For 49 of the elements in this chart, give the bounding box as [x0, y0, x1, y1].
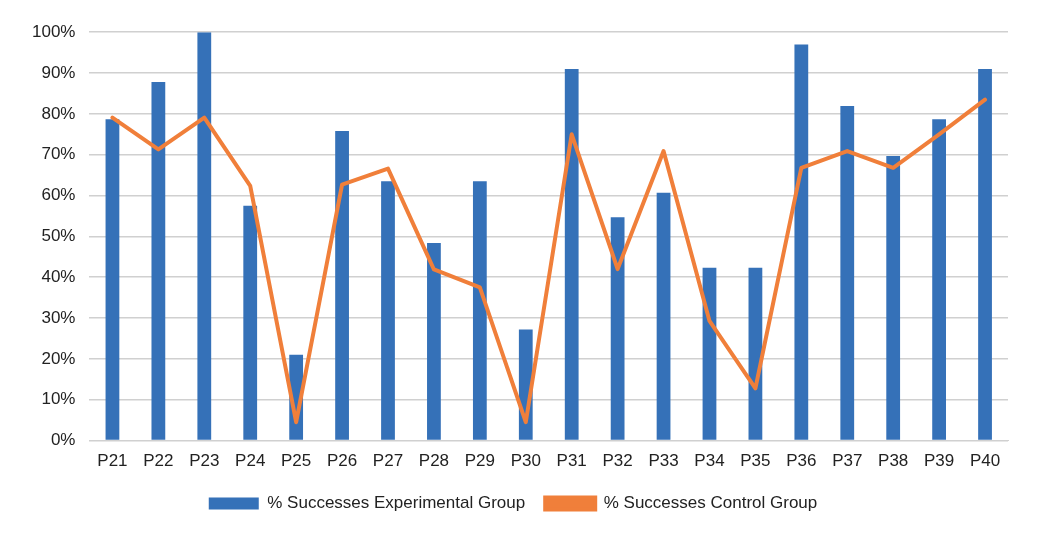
- bar: [151, 82, 166, 440]
- x-tick-label: P39: [923, 451, 955, 471]
- bar: [427, 242, 441, 440]
- x-tick-label: P36: [786, 451, 817, 471]
- x-tick-label: P21: [97, 451, 128, 471]
- y-tick-label: 50%: [41, 226, 76, 246]
- x-tick-label: P25: [281, 451, 312, 471]
- x-tick-label: P35: [740, 451, 771, 471]
- x-tick-label: P23: [189, 451, 220, 471]
- bar: [197, 32, 212, 440]
- x-tick-label: P32: [602, 451, 633, 471]
- x-tick-label: P38: [878, 451, 909, 471]
- x-tick-label: P40: [969, 451, 1001, 471]
- bar: [105, 119, 120, 440]
- y-tick-label: 80%: [41, 103, 76, 123]
- x-tick-label: P33: [648, 451, 679, 471]
- bar: [335, 131, 349, 440]
- bar: [472, 181, 487, 440]
- x-tick-label: P22: [143, 451, 174, 471]
- x-tick-label: P27: [372, 451, 404, 471]
- y-tick-label: 60%: [41, 185, 76, 205]
- y-tick-label: 70%: [41, 144, 76, 164]
- x-tick-label: P34: [694, 451, 725, 471]
- bar: [932, 119, 946, 440]
- bar: [610, 217, 625, 440]
- bar: [381, 181, 395, 440]
- y-tick-label: 30%: [41, 307, 76, 327]
- y-tick-label: 10%: [41, 389, 76, 409]
- bar: [840, 106, 855, 440]
- x-tick-label: P31: [556, 451, 587, 471]
- x-tick-label: P37: [832, 451, 863, 471]
- bar: [886, 155, 901, 440]
- x-tick-label: P29: [464, 451, 495, 471]
- y-tick-label: 20%: [41, 348, 76, 368]
- x-tick-label: P26: [326, 451, 358, 471]
- y-tick-label: 90%: [41, 62, 76, 82]
- bar: [564, 68, 579, 440]
- y-tick-label: 0%: [50, 430, 76, 450]
- bar: [243, 205, 258, 440]
- legend-label: % Successes Control Group: [603, 493, 818, 513]
- x-tick-label: P24: [235, 451, 266, 471]
- bar: [794, 44, 809, 440]
- bar: [656, 192, 671, 440]
- legend-label: % Successes Experimental Group: [267, 493, 526, 513]
- bar: [978, 68, 992, 440]
- x-tick-label: P30: [510, 451, 541, 471]
- y-tick-label: 40%: [41, 266, 76, 286]
- x-tick-label: P28: [418, 451, 450, 471]
- y-tick-label: 100%: [32, 21, 76, 41]
